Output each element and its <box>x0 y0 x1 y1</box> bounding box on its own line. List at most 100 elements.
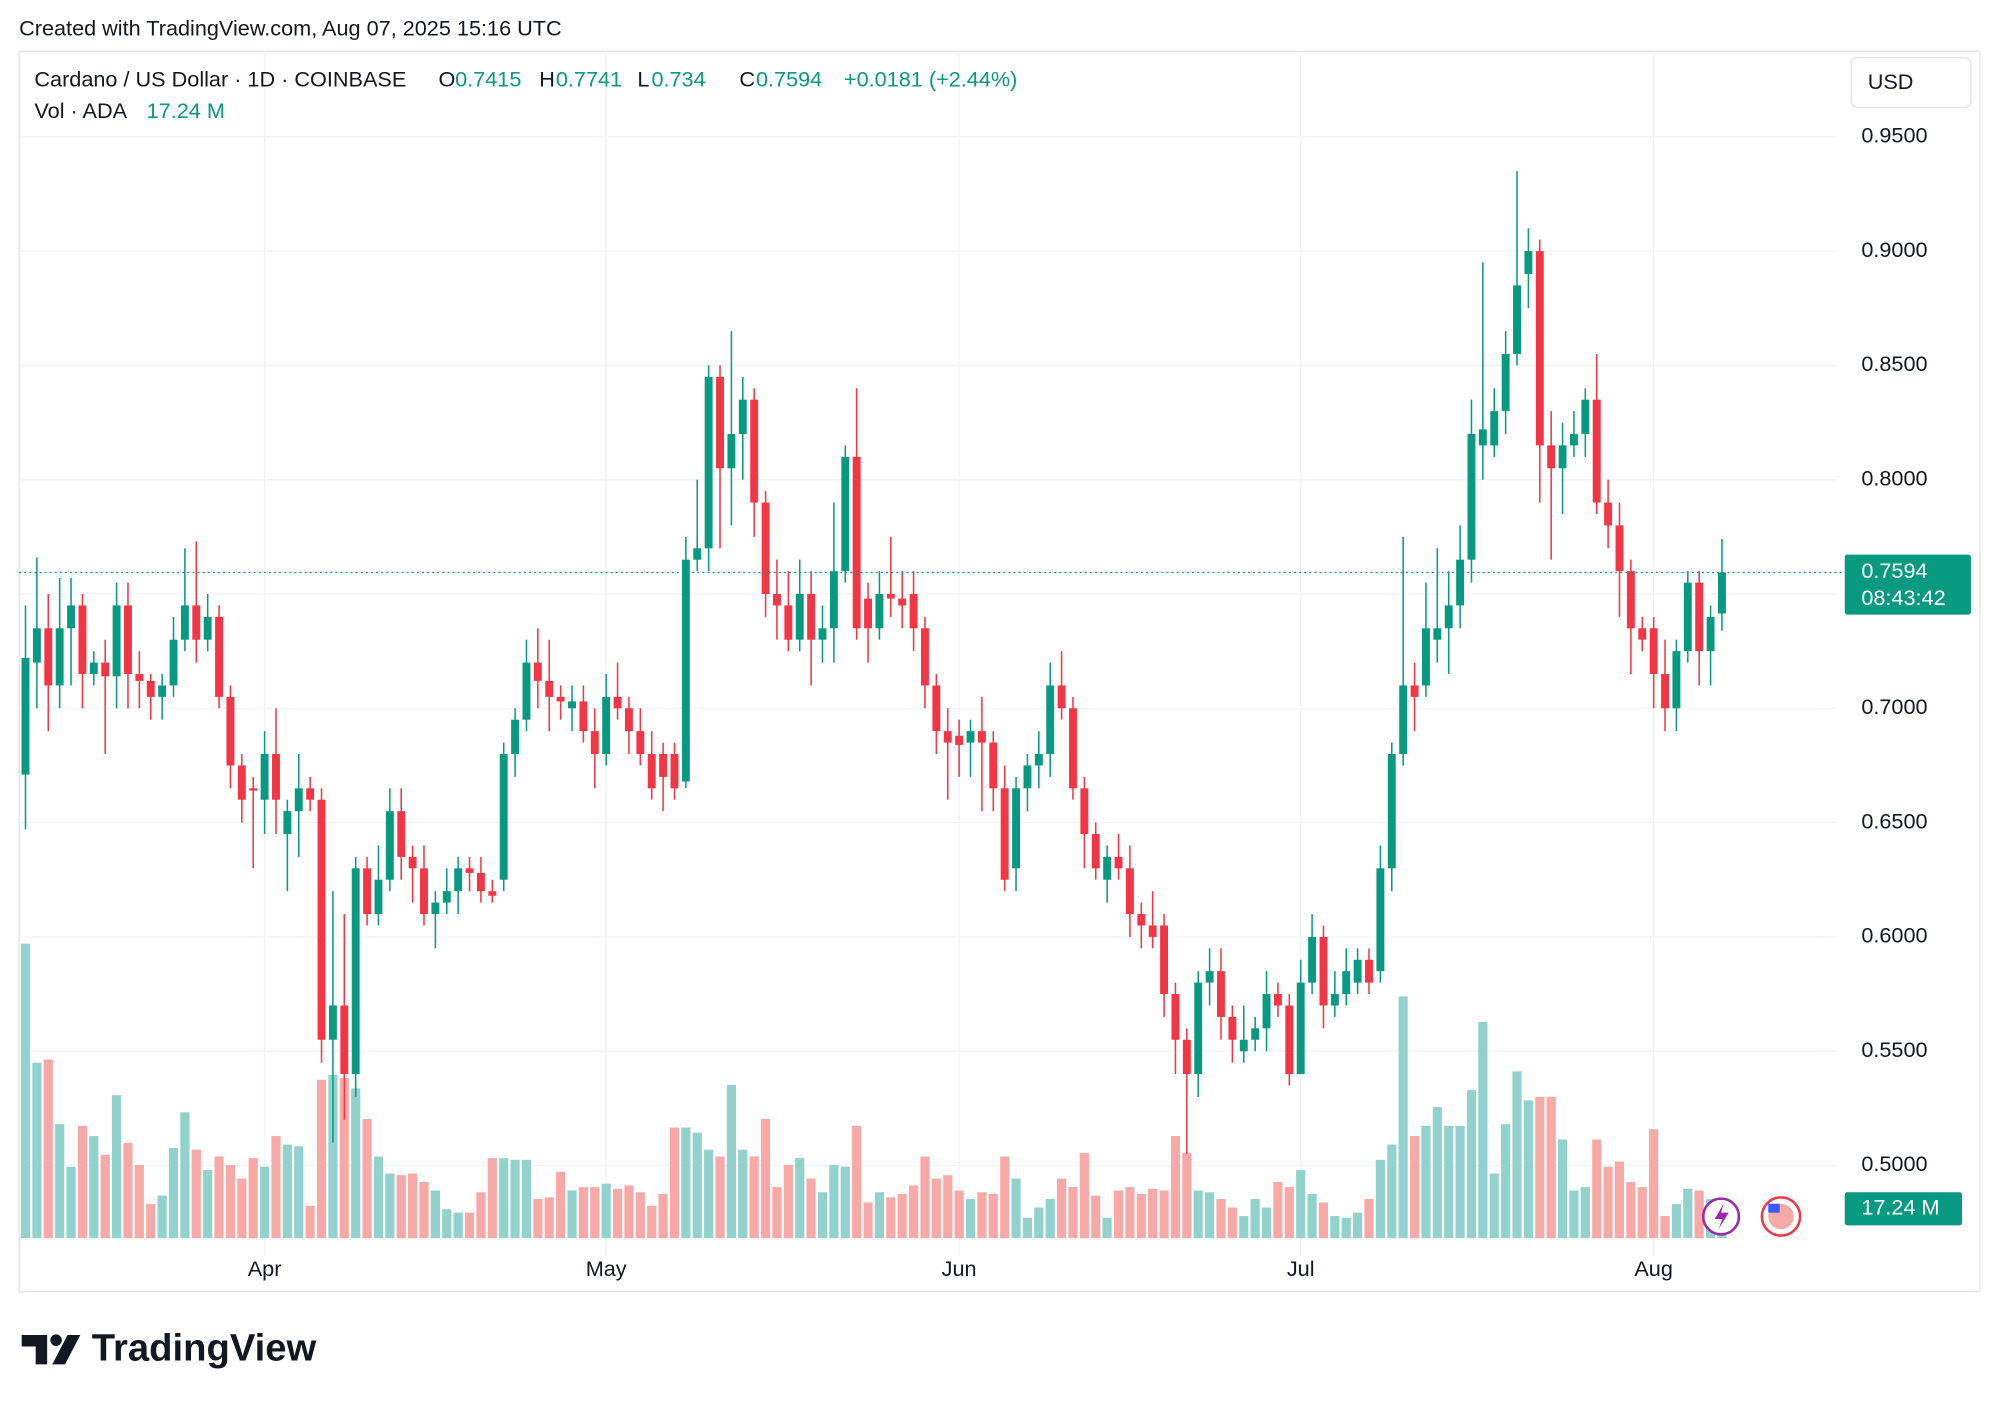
high-value: 0.7741 <box>556 66 622 91</box>
volume-bar <box>1409 1136 1420 1239</box>
volume-bar <box>783 1164 793 1239</box>
candle-body <box>67 605 75 629</box>
volume-bar <box>1136 1193 1146 1239</box>
candle-body <box>955 735 964 745</box>
volume-bar <box>567 1190 577 1239</box>
volume-bar <box>669 1127 680 1239</box>
y-tick-label: 0.9500 <box>1861 123 1927 148</box>
ohlc-letter: L <box>637 66 649 91</box>
volume-bar <box>225 1164 236 1239</box>
candle-body <box>44 628 53 686</box>
volume-bar <box>544 1197 554 1239</box>
candle-body <box>306 788 315 800</box>
volume-bar <box>191 1149 201 1239</box>
volume-bar <box>1182 1153 1192 1239</box>
candle-body <box>829 571 838 629</box>
volume-bar <box>1637 1187 1647 1239</box>
volume-bar <box>1535 1096 1545 1239</box>
volume-bar <box>1387 1144 1397 1239</box>
open-value: 0.7415 <box>455 66 521 91</box>
candle-body <box>1547 445 1556 469</box>
volume-bar <box>157 1195 167 1239</box>
volume-bar <box>294 1146 304 1239</box>
volume-bar <box>1102 1217 1112 1239</box>
volume-bar <box>111 1095 122 1239</box>
volume-bar <box>168 1147 179 1239</box>
candle-body <box>1706 616 1715 652</box>
candle-body <box>112 605 121 677</box>
candle-body <box>158 685 167 697</box>
candle-body <box>1330 994 1339 1006</box>
volume-bar <box>1626 1181 1636 1239</box>
candle-body <box>89 662 98 675</box>
candle-body <box>21 658 30 775</box>
last-price-box <box>1844 554 1971 615</box>
candle-body <box>1569 433 1578 446</box>
volume-bar <box>260 1166 270 1239</box>
candle-body <box>249 788 258 791</box>
volume-bar <box>590 1187 600 1239</box>
candle-body <box>533 662 542 681</box>
volume-bar <box>453 1212 463 1239</box>
volume-bar <box>430 1190 440 1239</box>
currency-button[interactable] <box>1850 57 1972 108</box>
candle-body <box>556 696 565 702</box>
candle-body <box>397 811 406 857</box>
candle-body <box>932 685 941 732</box>
candle-body <box>1251 1028 1260 1040</box>
candle-body <box>909 593 918 629</box>
volume-bar <box>1364 1199 1374 1239</box>
candle-body <box>237 765 246 800</box>
volume-bar <box>977 1192 987 1239</box>
volume-bar <box>533 1199 543 1239</box>
volume-bar <box>55 1124 65 1239</box>
volume-bar <box>146 1204 156 1239</box>
candle-body <box>1285 1005 1294 1075</box>
volume-bar <box>1296 1170 1306 1239</box>
volume-bar <box>248 1158 258 1239</box>
candle-body <box>875 593 884 629</box>
volume-bar <box>1489 1173 1499 1239</box>
candle-body <box>898 598 907 606</box>
volume-bar <box>749 1156 759 1239</box>
volume-bar <box>1159 1190 1169 1239</box>
volume-bar <box>1125 1187 1135 1239</box>
volume-bar <box>328 1074 338 1239</box>
volume-bar <box>1478 1021 1488 1239</box>
flag-canton <box>1768 1203 1780 1213</box>
candle-body <box>841 456 850 572</box>
candle-body <box>476 872 485 892</box>
candle-body <box>1399 685 1408 755</box>
candle-body <box>1103 856 1112 880</box>
candle-body <box>1444 605 1453 629</box>
y-tick-label: 0.8500 <box>1861 351 1927 376</box>
volume-bar <box>1569 1190 1579 1239</box>
candle-body <box>1581 399 1590 434</box>
volume-bar <box>1307 1193 1317 1239</box>
candle-body <box>989 742 998 789</box>
volume-bar <box>840 1166 850 1239</box>
candle-body <box>1080 788 1089 835</box>
volume-bar <box>1466 1090 1477 1239</box>
candle-body <box>1182 1039 1191 1075</box>
volume-bar <box>1034 1207 1044 1239</box>
volume-bar <box>442 1209 452 1239</box>
volume-bar <box>988 1193 998 1239</box>
candle-body <box>738 399 747 434</box>
candle-body <box>1148 925 1157 937</box>
axes: 0.50000.55000.60000.65000.70000.75000.80… <box>248 123 1971 1281</box>
candle-body <box>1421 628 1430 686</box>
volume-bar <box>385 1173 395 1239</box>
volume-bar <box>1273 1181 1283 1239</box>
volume-bar <box>1170 1136 1181 1239</box>
volume-bar <box>123 1142 133 1239</box>
volume-bar <box>1557 1139 1568 1239</box>
volume-bar <box>1580 1187 1590 1239</box>
candle-body <box>283 811 292 835</box>
volume-bar <box>499 1158 509 1239</box>
ohlc-letter: C <box>739 66 755 91</box>
volume-bar <box>897 1193 907 1239</box>
volume-bar <box>1444 1125 1454 1239</box>
candle-body <box>1365 959 1373 983</box>
candle-body <box>203 616 212 640</box>
